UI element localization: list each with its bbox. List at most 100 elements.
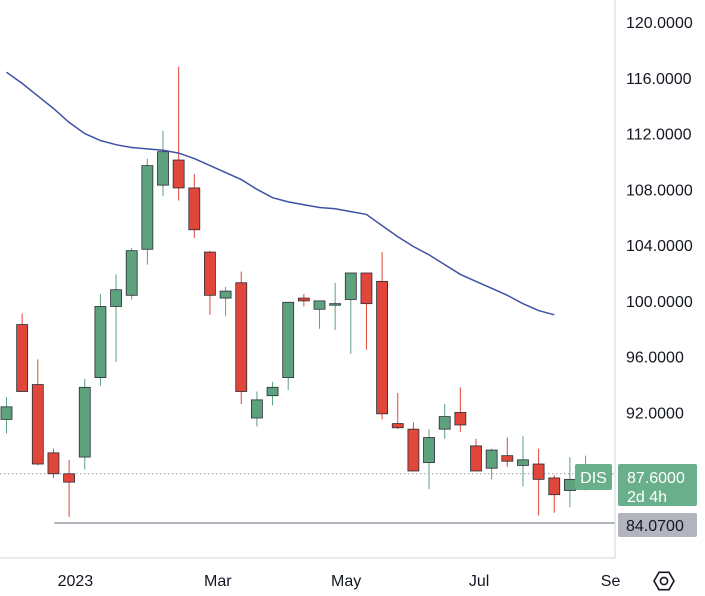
candle — [501, 437, 514, 467]
candle — [548, 475, 561, 513]
candle — [517, 436, 529, 487]
candle — [329, 282, 342, 331]
candle — [172, 66, 185, 201]
support-price-value: 84.0700 — [626, 518, 684, 535]
candle-body — [47, 452, 60, 475]
candle-body — [141, 165, 154, 250]
candle — [157, 130, 169, 197]
candle — [376, 252, 389, 420]
candle — [0, 397, 13, 434]
candle-body — [344, 272, 357, 300]
time-tick-label: May — [331, 573, 361, 590]
time-tick-label: 2023 — [58, 573, 94, 590]
candle — [438, 404, 451, 439]
candle — [78, 378, 91, 470]
candle-body — [172, 159, 185, 189]
last-price-box — [618, 464, 697, 506]
candle-body — [16, 324, 29, 392]
candle — [16, 313, 29, 392]
candle — [313, 300, 326, 329]
moving-average-line — [6, 71, 555, 316]
bar-countdown: 2d 4h — [627, 489, 667, 506]
candle-body — [157, 151, 169, 186]
candle — [564, 457, 576, 508]
candle-body — [235, 282, 248, 392]
candle — [94, 293, 107, 386]
candle-body — [391, 423, 404, 429]
candle-body — [78, 386, 91, 458]
candle-body — [564, 478, 576, 491]
candle-body — [438, 416, 451, 430]
symbol-tag — [575, 464, 612, 490]
candle-body — [517, 459, 529, 466]
candle — [423, 429, 435, 490]
candle-body — [548, 477, 561, 496]
candle — [344, 272, 357, 354]
candle — [63, 459, 75, 518]
price-tick-label: 92.0000 — [626, 405, 684, 422]
chart-settings-button[interactable] — [652, 569, 676, 593]
candle-body — [532, 463, 545, 480]
candle — [219, 286, 232, 317]
candle-body — [485, 449, 498, 469]
candle-body — [204, 251, 216, 296]
time-tick-label: Jul — [469, 573, 489, 590]
candle-body — [63, 473, 75, 483]
candle-body — [501, 455, 514, 462]
candle-body — [376, 280, 389, 415]
price-axis[interactable]: 120.0000 116.0000 112.0000 108.0000 104.0000… — [626, 15, 693, 422]
price-tick-label: 104.0000 — [626, 238, 693, 255]
candle-body — [297, 297, 310, 302]
candle — [47, 448, 60, 478]
candle — [391, 392, 404, 430]
price-tick-label: 112.0000 — [626, 127, 692, 144]
candle-body — [360, 272, 373, 305]
candle — [470, 438, 482, 472]
candle — [125, 247, 138, 300]
price-tick-label: 96.0000 — [626, 350, 684, 367]
support-price-box — [618, 513, 697, 537]
candle — [188, 173, 201, 239]
support-price-tag: 84.0700 — [618, 513, 697, 537]
candle — [360, 272, 373, 350]
candle-body — [454, 412, 467, 426]
time-tick-label: Mar — [204, 573, 232, 590]
price-tick-label: 108.0000 — [626, 182, 693, 199]
candle-body — [329, 303, 342, 306]
symbol-tag-label: DIS — [580, 470, 607, 487]
candle — [407, 422, 420, 472]
candle — [266, 381, 279, 406]
candle — [110, 274, 122, 363]
candle — [282, 301, 295, 391]
candle — [141, 158, 154, 265]
candle-body — [188, 187, 201, 231]
candle-body — [470, 445, 482, 472]
candle-body — [94, 306, 107, 378]
candle — [235, 271, 248, 405]
candle-body — [313, 300, 326, 310]
plot-area[interactable] — [0, 66, 615, 524]
candle-body — [423, 437, 435, 464]
last-price-tag: DIS 87.6000 2d 4h — [575, 464, 697, 506]
candle — [454, 387, 467, 432]
candle-body — [125, 250, 138, 296]
price-tick-label: 116.0000 — [626, 71, 692, 88]
candle — [485, 448, 498, 480]
candle-body — [31, 384, 44, 465]
time-tick-label: Se — [601, 573, 621, 590]
candle-body — [0, 406, 13, 420]
price-tick-label: 120.0000 — [626, 15, 693, 32]
gear-icon — [653, 571, 675, 591]
candle-body — [407, 428, 420, 472]
time-axis[interactable]: 2023 Mar May Jul Se — [58, 573, 621, 590]
gear-icon-center — [659, 576, 669, 586]
candle — [204, 250, 216, 315]
candle-body — [250, 399, 263, 419]
candle-body — [219, 290, 232, 299]
last-price-value: 87.6000 — [627, 470, 685, 487]
candle — [297, 293, 310, 307]
candle — [532, 448, 545, 516]
candle-body — [266, 386, 279, 397]
candle-body — [110, 289, 122, 307]
